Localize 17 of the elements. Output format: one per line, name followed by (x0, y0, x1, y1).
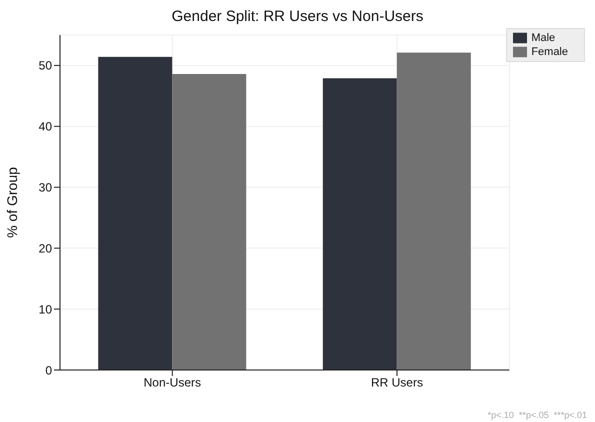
text: *p<.10 **p<.05 ***p<.01 (488, 410, 587, 420)
y-tick-label: 10 (38, 302, 52, 316)
bar (172, 74, 246, 370)
legend-label: Male (531, 32, 556, 44)
x-tick-label: Non-Users (144, 376, 202, 390)
x-tick-label: RR Users (370, 376, 423, 390)
y-tick-label: 40 (38, 120, 52, 134)
y-tick-label: 0 (45, 363, 52, 378)
legend-label: Female (531, 46, 568, 58)
bar (396, 52, 471, 370)
y-tick-label: 50 (38, 58, 52, 73)
y-tick-label: 30 (38, 180, 52, 195)
y-axis-title: % of Group (4, 166, 20, 238)
chart-title: Gender Split: RR Users vs Non-Users (170, 8, 424, 25)
y-tick-label: 20 (38, 241, 52, 256)
bar (98, 56, 172, 370)
bar (322, 78, 397, 370)
